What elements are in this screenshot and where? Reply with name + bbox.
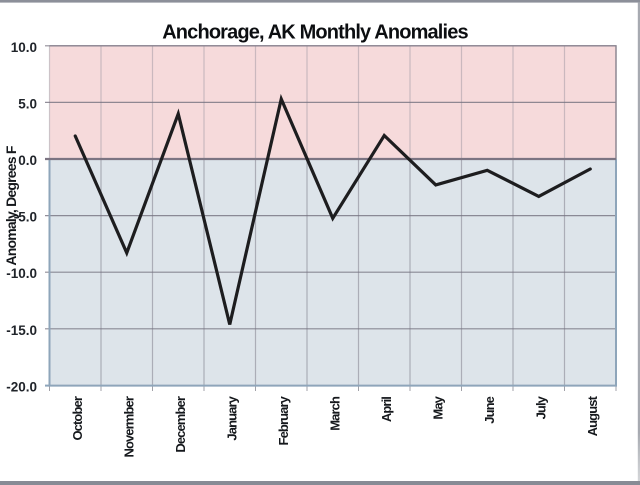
svg-text:August: August xyxy=(585,395,600,436)
svg-text:-10.0: -10.0 xyxy=(6,266,37,281)
svg-text:June: June xyxy=(482,396,497,423)
svg-text:Anchorage, AK Monthly Anomalie: Anchorage, AK Monthly Anomalies xyxy=(162,22,468,44)
svg-text:Novermber: Novermber xyxy=(121,396,136,457)
svg-text:April: April xyxy=(379,397,394,422)
svg-text:-15.0: -15.0 xyxy=(6,323,37,338)
svg-text:-5.0: -5.0 xyxy=(14,210,37,225)
svg-text:May: May xyxy=(430,395,445,419)
svg-text:Anomaly, Degrees F: Anomaly, Degrees F xyxy=(3,145,19,265)
svg-text:0.0: 0.0 xyxy=(18,153,37,168)
svg-text:-20.0: -20.0 xyxy=(6,379,37,394)
svg-text:July: July xyxy=(533,395,548,419)
svg-text:October: October xyxy=(70,396,85,440)
svg-text:March: March xyxy=(327,396,342,431)
svg-text:February: February xyxy=(276,395,291,445)
svg-text:January: January xyxy=(224,395,239,440)
svg-text:5.0: 5.0 xyxy=(18,96,37,111)
svg-text:December: December xyxy=(173,396,188,453)
svg-text:10.0: 10.0 xyxy=(11,40,37,55)
